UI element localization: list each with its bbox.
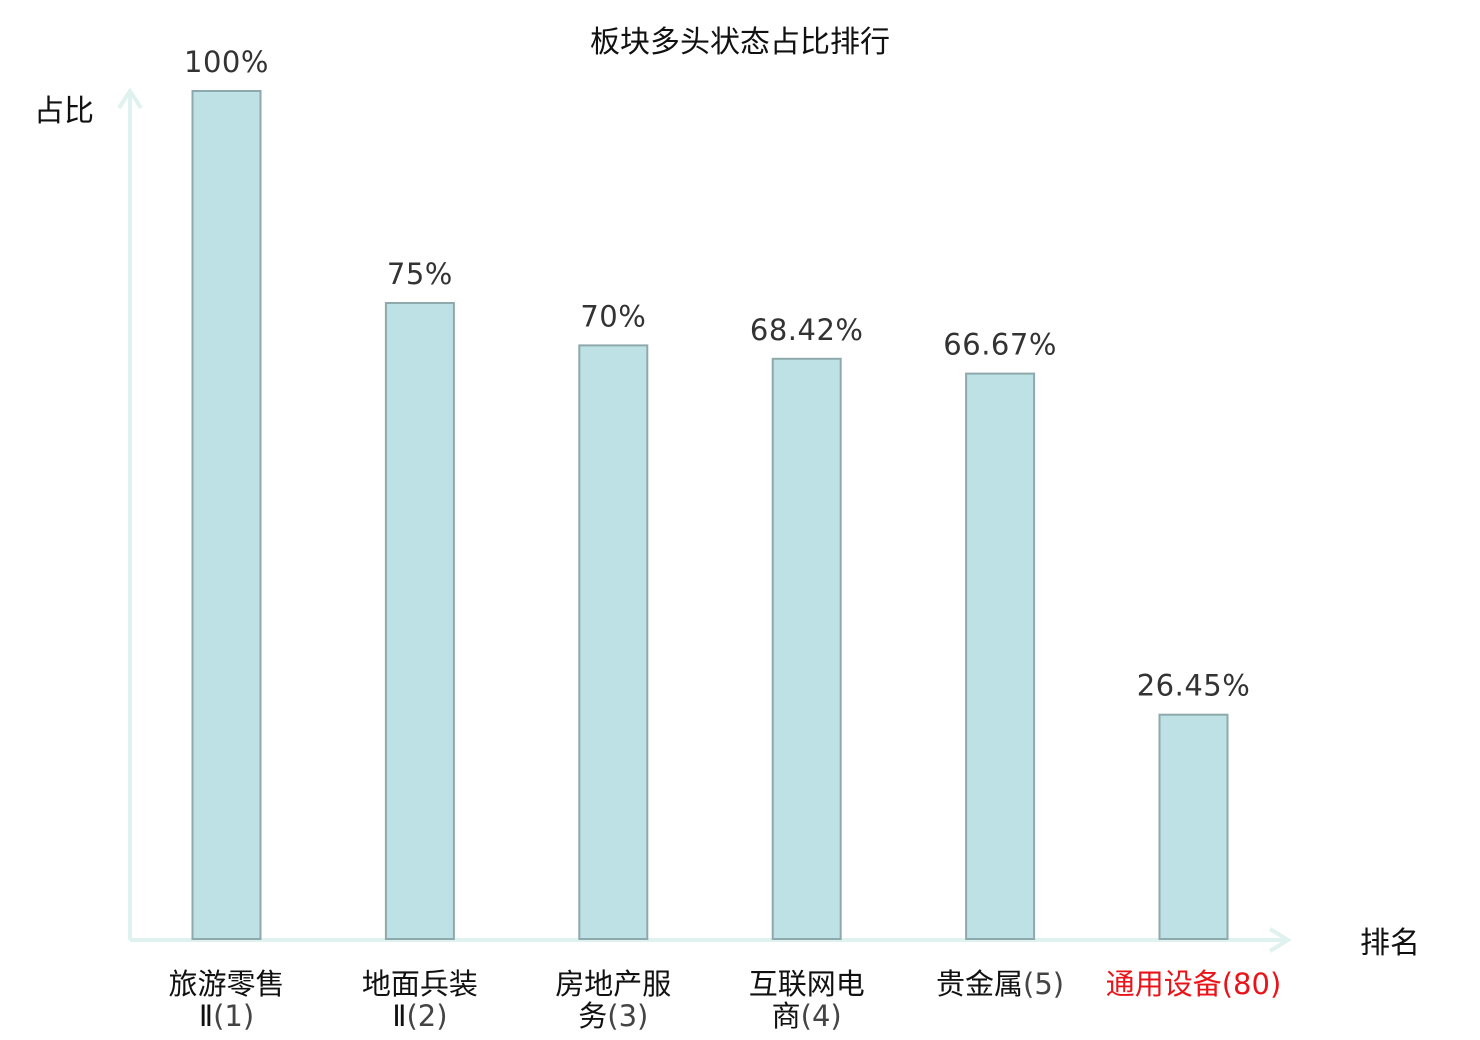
category-text: Ⅱ(2) — [392, 999, 447, 1033]
category-labels: 旅游零售 Ⅱ(1) 地面兵装 Ⅱ(2) 房地产服务(3) 互联网电商(4) 贵金属(5) 通用… — [168, 967, 1281, 1033]
bar-3 — [578, 344, 649, 940]
category-label-3: 房地产服务(3) — [555, 967, 671, 1033]
y-axis-label: 占比 — [34, 94, 94, 129]
category-rank: (5) — [1023, 967, 1064, 1001]
category-text: 通用设备(80) — [1106, 967, 1282, 1001]
category-text: 贵金属(5) — [936, 967, 1064, 1001]
category-rank: (1) — [213, 999, 254, 1033]
chart-title: 板块多头状态占比排行 — [590, 25, 890, 60]
value-label-2: 75% — [387, 257, 453, 291]
category-rank: (80) — [1222, 967, 1282, 1001]
bars — [191, 90, 1229, 941]
category-rank: (2) — [406, 999, 447, 1033]
category-text: 旅游零售 — [168, 967, 284, 1001]
category-label-4: 互联网电商(4) — [749, 967, 865, 1033]
bar-5 — [965, 372, 1036, 941]
value-label-6: 26.45% — [1137, 669, 1251, 703]
category-text: 房地产服 — [555, 967, 671, 1001]
x-axis-arrow-icon — [1268, 927, 1292, 953]
bar-6 — [1158, 713, 1229, 941]
category-label-5: 贵金属(5) — [936, 967, 1064, 1001]
value-label-5: 66.67% — [943, 328, 1057, 362]
value-label-3: 70% — [580, 299, 646, 333]
y-axis-arrow-icon — [117, 87, 143, 110]
x-axis-label: 排名 — [1360, 926, 1420, 961]
category-label-2: 地面兵装 Ⅱ(2) — [362, 967, 478, 1033]
y-axis — [117, 87, 143, 940]
value-label-1: 100% — [184, 45, 269, 79]
bar-1 — [191, 90, 262, 940]
bar-4 — [771, 357, 842, 940]
category-text: 务(3) — [578, 999, 648, 1033]
value-label-4: 68.42% — [750, 313, 864, 347]
category-label-6: 通用设备(80) — [1106, 967, 1282, 1001]
value-labels: 100% 75% 70% 68.42% 66.67% 26.45% — [184, 45, 1250, 703]
category-text: 互联网电 — [749, 967, 865, 1001]
category-text: 商(4) — [772, 999, 842, 1033]
bar-2 — [384, 302, 455, 940]
category-label-1: 旅游零售 Ⅱ(1) — [168, 967, 284, 1033]
category-text: Ⅱ(1) — [199, 999, 254, 1033]
x-axis — [130, 927, 1292, 953]
category-text: 地面兵装 — [362, 967, 478, 1001]
category-rank: (4) — [801, 999, 842, 1033]
category-rank: (3) — [607, 999, 648, 1033]
